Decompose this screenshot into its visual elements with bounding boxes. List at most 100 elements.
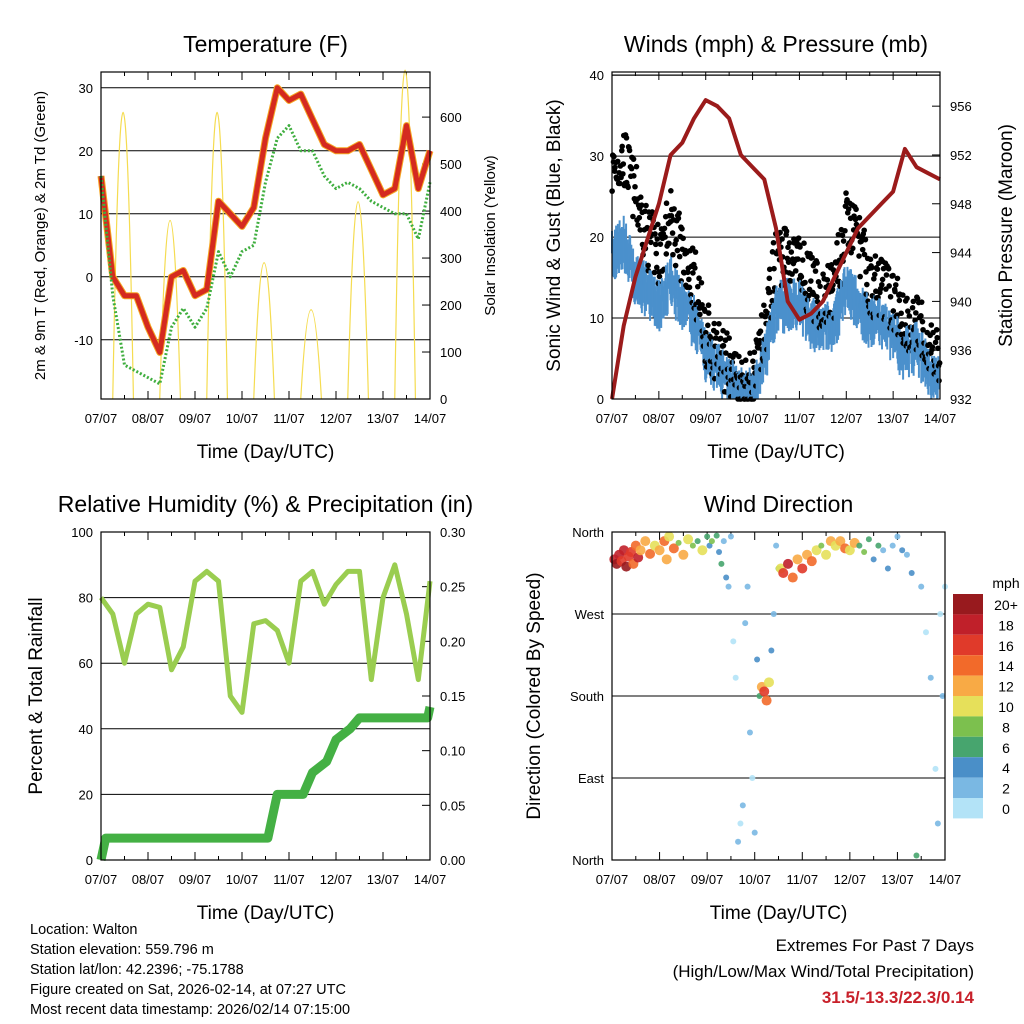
gust-point	[723, 350, 729, 356]
solar-insolation-curve	[159, 219, 182, 400]
gust-point	[653, 250, 660, 257]
gust-point	[779, 236, 785, 242]
wind-direction-point	[778, 568, 789, 578]
gust-point	[612, 164, 618, 171]
gust-point	[787, 278, 794, 284]
y-tick-label: 100	[71, 525, 93, 540]
gust-point	[619, 143, 625, 150]
y-tick-label: 30	[79, 81, 93, 96]
gust-point	[651, 269, 658, 276]
gust-point	[636, 214, 643, 221]
gust-point	[696, 275, 702, 282]
wind-direction-point	[835, 536, 846, 547]
precipitation-line	[96, 705, 435, 861]
x-tick-label: 13/07	[367, 872, 400, 887]
gust-point	[663, 200, 670, 207]
x-axis-label: Time (Day/UTC)	[710, 903, 848, 924]
wind-direction-point	[697, 545, 708, 556]
legend-swatch	[953, 716, 983, 737]
gust-point	[711, 320, 718, 327]
gust-point	[871, 271, 878, 278]
gust-point	[874, 266, 881, 272]
gust-point	[632, 183, 638, 190]
gust-point	[676, 210, 682, 216]
y-axis-right-label: Solar Insolation (Yellow)	[482, 155, 499, 315]
wind-direction-point	[759, 686, 770, 697]
gust-point	[820, 271, 826, 277]
gust-point	[786, 240, 793, 246]
plot-frame	[100, 531, 431, 861]
legend-swatch	[953, 777, 983, 798]
gust-point	[742, 357, 749, 364]
legend-swatch	[953, 696, 983, 717]
x-tick-label: 13/07	[367, 411, 400, 426]
gust-point	[856, 214, 863, 221]
legend-label: 18	[998, 617, 1014, 633]
x-axis-label: Time (Day/UTC)	[197, 442, 335, 463]
station-info: Location: Walton Station elevation: 559.…	[30, 920, 350, 1020]
wind-direction-point	[880, 547, 887, 554]
y-right-tick-label: 0	[440, 392, 447, 407]
wind-direction-point	[889, 542, 896, 549]
gust-point	[766, 275, 773, 282]
wind-direction-point	[768, 647, 775, 654]
wind-direction-point	[818, 542, 825, 549]
legend-label: 16	[998, 638, 1014, 654]
wind-direction-point	[742, 620, 749, 627]
gust-point	[736, 353, 742, 360]
gust-point	[686, 284, 693, 291]
gust-point	[645, 262, 651, 269]
gust-point	[894, 275, 901, 282]
x-tick-label: 14/07	[414, 411, 447, 426]
y-axis-label: Percent & Total Rainfall	[26, 597, 47, 794]
wind-direction-point	[861, 549, 868, 556]
x-tick-label: 14/07	[929, 872, 962, 887]
x-tick-label: 10/07	[226, 411, 259, 426]
y-right-tick-label: 0.10	[440, 744, 465, 759]
elevation-text: Station elevation: 559.796 m	[30, 942, 214, 958]
y-axis-label: Direction (Colored By Speed)	[524, 572, 545, 819]
gust-point	[849, 245, 856, 252]
gust-point	[862, 236, 869, 243]
wind-direction-point	[708, 538, 715, 545]
x-tick-label: 08/07	[132, 411, 165, 426]
gust-point	[620, 171, 626, 177]
gust-point	[675, 215, 682, 222]
chart-title: Relative Humidity (%) & Precipitation (i…	[58, 491, 473, 517]
y-right-tick-label: 948	[950, 197, 972, 212]
gust-point	[879, 276, 886, 283]
gust-point	[680, 235, 686, 242]
gust-point	[859, 246, 866, 253]
y-tick-label: 40	[590, 68, 604, 83]
y-tick-label: 40	[79, 722, 93, 737]
gust-point	[699, 301, 705, 308]
y-tick-label: 0	[86, 853, 93, 868]
wind-direction-point	[792, 554, 803, 565]
plot-frame	[611, 531, 946, 861]
wind-direction-point	[821, 549, 832, 560]
gust-point	[747, 350, 753, 356]
extremes-subtitle: (High/Low/Max Wind/Total Precipitation)	[672, 962, 974, 981]
gust-point	[848, 249, 854, 256]
gust-point	[920, 326, 926, 333]
gust-point	[824, 277, 831, 283]
gust-point	[673, 237, 679, 243]
gust-point	[638, 202, 645, 208]
gust-point	[815, 279, 822, 285]
gust-point	[789, 271, 795, 277]
gust-point	[785, 244, 791, 251]
gust-point	[799, 257, 806, 263]
gust-point	[783, 228, 790, 235]
gust-point	[857, 273, 863, 280]
gust-point	[861, 227, 867, 234]
wind-direction-point	[913, 852, 920, 859]
gust-point	[668, 188, 674, 194]
gust-point	[698, 279, 705, 286]
legend-swatch	[953, 757, 983, 778]
x-tick-label: 07/07	[596, 872, 629, 887]
gust-point	[717, 335, 724, 342]
plot-frame	[100, 71, 431, 400]
gust-point	[906, 313, 913, 319]
gust-point	[766, 266, 773, 273]
wind-direction-point	[706, 542, 713, 549]
